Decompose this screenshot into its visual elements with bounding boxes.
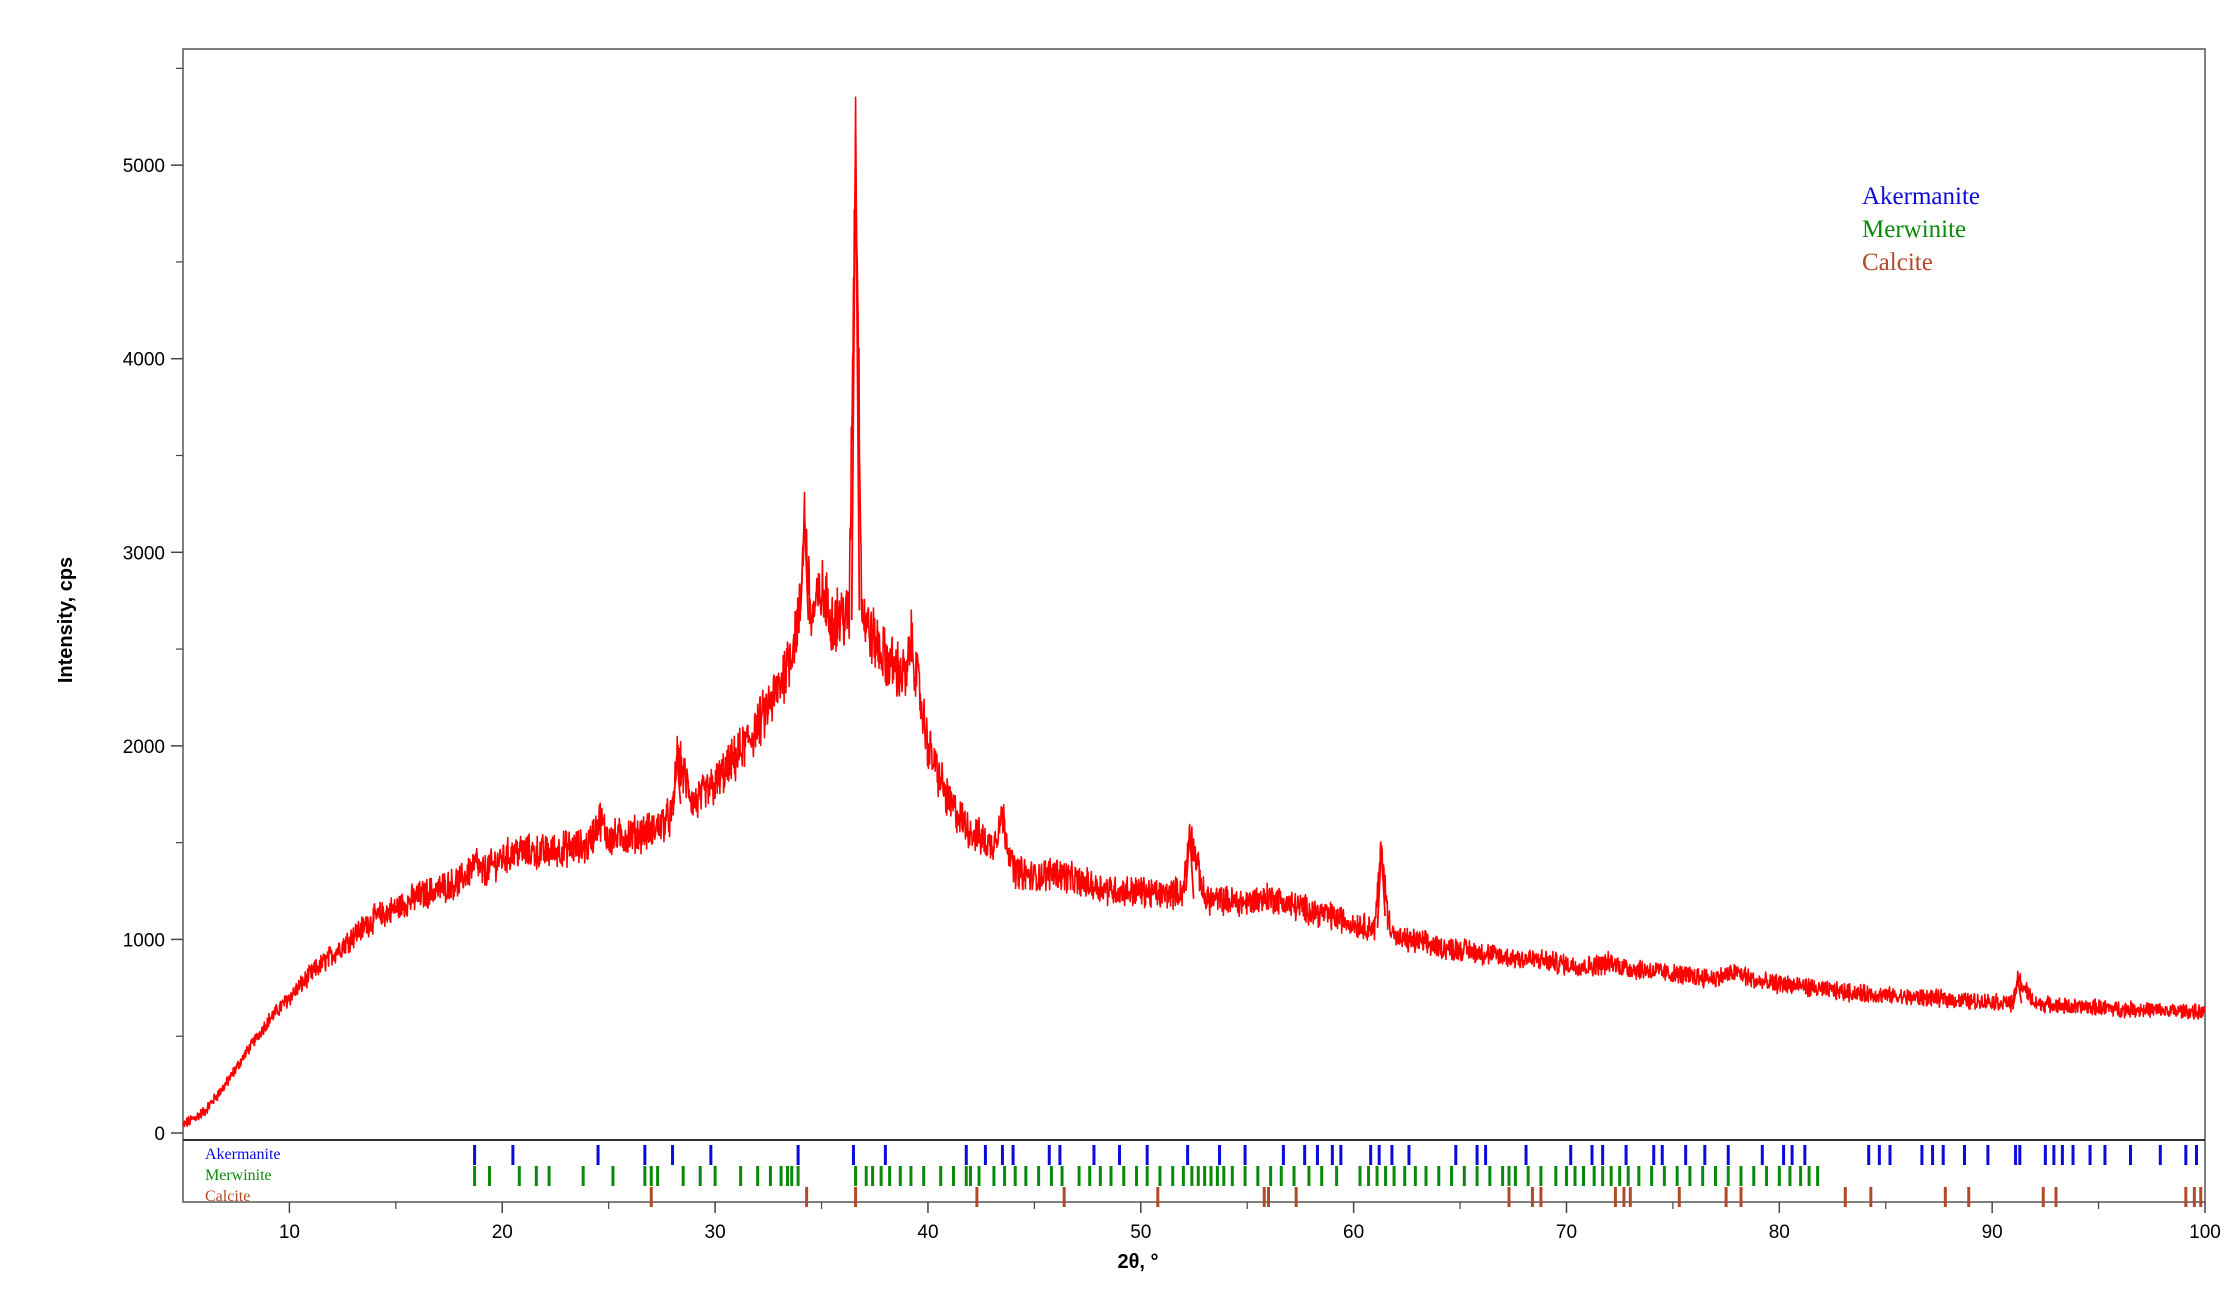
peak-mark <box>1376 846 1386 928</box>
x-tick-label: 40 <box>917 1222 938 1243</box>
phase-label: Merwinite <box>205 1167 272 1184</box>
y-tick-label: 2000 <box>123 737 165 758</box>
y-tick-label: 5000 <box>123 156 165 177</box>
series-layer <box>182 96 2206 1128</box>
y-axis: 0 1000 2000 3000 4000 5000 <box>123 67 183 1145</box>
y-tick-label: 3000 <box>123 543 165 564</box>
legend-entry: Calcite <box>1862 249 1933 276</box>
x-tick-label: 100 <box>2189 1222 2221 1243</box>
peak-mark <box>1185 830 1195 899</box>
x-tick-label: 20 <box>492 1222 513 1243</box>
legend-entry: Akermanite <box>1862 183 1980 210</box>
peak-mark <box>850 130 861 621</box>
legend: Akermanite Merwinite Calcite <box>1862 183 1980 276</box>
peak-mark <box>2013 977 2023 1004</box>
diffractogram-line <box>182 96 2206 1128</box>
y-tick-label: 4000 <box>123 350 165 371</box>
x-tick-label: 80 <box>1769 1222 1790 1243</box>
phase-label: Calcite <box>205 1188 250 1205</box>
x-tick-label: 50 <box>1130 1222 1151 1243</box>
peak-mark <box>672 755 682 816</box>
x-tick-label: 60 <box>1343 1222 1364 1243</box>
peak-mark <box>799 513 810 621</box>
x-axis: 10 20 30 40 50 60 70 80 90 100 <box>279 1202 2221 1243</box>
x-tick-label: 30 <box>705 1222 726 1243</box>
x-tick-label: 10 <box>279 1222 300 1243</box>
y-axis-label: Intensity, cps <box>55 557 77 683</box>
x-tick-label: 70 <box>1556 1222 1577 1243</box>
phase-label: Akermanite <box>205 1146 281 1163</box>
x-tick-label: 90 <box>1982 1222 2003 1243</box>
y-tick-label: 0 <box>154 1124 165 1145</box>
reference-phases: Akermanite Merwinite Calcite <box>205 1145 2203 1207</box>
y-tick-label: 1000 <box>123 930 165 951</box>
x-axis-label: 2θ, ° <box>1117 1251 1158 1273</box>
legend-entry: Merwinite <box>1862 216 1966 243</box>
plot-frame <box>182 48 2206 1203</box>
